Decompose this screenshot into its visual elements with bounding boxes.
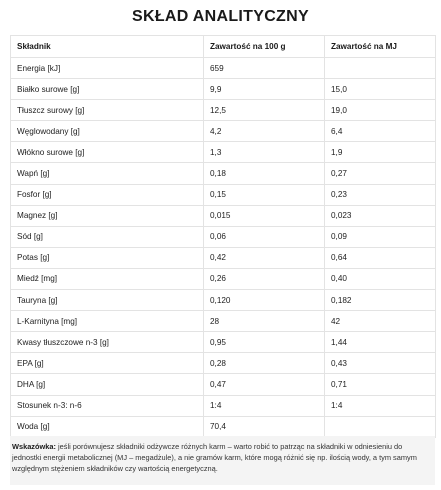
table-row: Stosunek n-3: n-6 1:4 1:4 bbox=[10, 394, 436, 417]
cell-per-100g: 0,47 bbox=[203, 373, 325, 396]
hint-label: Wskazówka: bbox=[12, 442, 56, 451]
table-row: DHA [g] 0,47 0,71 bbox=[10, 373, 436, 396]
cell-per-mj bbox=[324, 415, 436, 438]
table-row: EPA [g] 0,28 0,43 bbox=[10, 352, 436, 375]
cell-ingredient: Tauryna [g] bbox=[10, 289, 204, 312]
cell-ingredient: Woda [g] bbox=[10, 415, 204, 438]
cell-ingredient: Stosunek n-3: n-6 bbox=[10, 394, 204, 417]
cell-per-100g: 0,015 bbox=[203, 204, 325, 227]
cell-per-100g: 0,42 bbox=[203, 246, 325, 269]
table-row: Energia [kJ] 659 bbox=[10, 56, 436, 80]
cell-per-mj: 0,09 bbox=[324, 225, 436, 248]
cell-ingredient: L-Karnityna [mg] bbox=[10, 310, 204, 333]
table-header-row: Składnik Zawartość na 100 g Zawartość na… bbox=[10, 35, 436, 58]
table-row: Sód [g] 0,06 0,09 bbox=[10, 225, 436, 248]
table-row: L-Karnityna [mg] 28 42 bbox=[10, 310, 436, 333]
table-row: Białko surowe [g] 9,9 15,0 bbox=[10, 78, 436, 101]
table-row: Włókno surowe [g] 1,3 1,9 bbox=[10, 141, 436, 164]
cell-ingredient: Wapń [g] bbox=[10, 162, 204, 185]
cell-per-100g: 4,2 bbox=[203, 120, 325, 143]
table-row: Wapń [g] 0,18 0,27 bbox=[10, 162, 436, 185]
cell-per-100g: 1,3 bbox=[203, 141, 325, 164]
cell-ingredient: Fosfor [g] bbox=[10, 183, 204, 206]
table-row: Tłuszcz surowy [g] 12,5 19,0 bbox=[10, 99, 436, 122]
cell-per-mj: 0,27 bbox=[324, 162, 436, 185]
cell-per-100g: 659 bbox=[203, 56, 325, 80]
cell-per-mj: 0,64 bbox=[324, 246, 436, 269]
cell-per-mj: 0,182 bbox=[324, 289, 436, 312]
cell-per-mj: 0,023 bbox=[324, 204, 436, 227]
table-row: Węglowodany [g] 4,2 6,4 bbox=[10, 120, 436, 143]
cell-per-mj: 0,71 bbox=[324, 373, 436, 396]
cell-ingredient: Miedź [mg] bbox=[10, 267, 204, 291]
cell-per-mj: 0,40 bbox=[324, 267, 436, 291]
table-row: Woda [g] 70,4 bbox=[10, 415, 436, 438]
cell-per-100g: 0,18 bbox=[203, 162, 325, 185]
cell-ingredient: Węglowodany [g] bbox=[10, 120, 204, 143]
cell-ingredient: DHA [g] bbox=[10, 373, 204, 396]
cell-per-100g: 12,5 bbox=[203, 99, 325, 122]
cell-per-mj: 1,9 bbox=[324, 141, 436, 164]
cell-per-100g: 9,9 bbox=[203, 78, 325, 101]
column-header-ingredient: Składnik bbox=[10, 35, 204, 58]
table-row: Kwasy tłuszczowe n-3 [g] 0,95 1,44 bbox=[10, 331, 436, 354]
cell-per-mj: 0,23 bbox=[324, 183, 436, 206]
page-title: SKŁAD ANALITYCZNY bbox=[132, 8, 309, 25]
cell-per-mj: 1:4 bbox=[324, 394, 436, 417]
analytical-composition-table: Składnik Zawartość na 100 g Zawartość na… bbox=[10, 35, 436, 438]
column-header-per-100g: Zawartość na 100 g bbox=[203, 35, 325, 58]
cell-per-mj: 0,43 bbox=[324, 352, 436, 375]
hint-text: jeśli porównujesz składniki odżywcze róż… bbox=[12, 442, 417, 473]
cell-per-100g: 0,95 bbox=[203, 331, 325, 354]
cell-ingredient: Magnez [g] bbox=[10, 204, 204, 227]
cell-ingredient: Sód [g] bbox=[10, 225, 204, 248]
cell-per-mj: 6,4 bbox=[324, 120, 436, 143]
cell-per-100g: 28 bbox=[203, 310, 325, 333]
cell-ingredient: Włókno surowe [g] bbox=[10, 141, 204, 164]
cell-ingredient: Tłuszcz surowy [g] bbox=[10, 99, 204, 122]
table-row: Miedź [mg] 0,26 0,40 bbox=[10, 267, 436, 291]
cell-ingredient: EPA [g] bbox=[10, 352, 204, 375]
cell-per-100g: 0,120 bbox=[203, 289, 325, 312]
cell-per-mj bbox=[324, 56, 436, 80]
cell-per-100g: 0,26 bbox=[203, 267, 325, 291]
cell-per-mj: 42 bbox=[324, 310, 436, 333]
note-background bbox=[10, 436, 435, 485]
cell-per-mj: 1,44 bbox=[324, 331, 436, 354]
cell-per-mj: 19,0 bbox=[324, 99, 436, 122]
column-header-per-mj: Zawartość na MJ bbox=[324, 35, 436, 58]
cell-per-100g: 70,4 bbox=[203, 415, 325, 438]
cell-per-100g: 0,06 bbox=[203, 225, 325, 248]
cell-per-100g: 0,28 bbox=[203, 352, 325, 375]
table-row: Fosfor [g] 0,15 0,23 bbox=[10, 183, 436, 206]
table-row: Potas [g] 0,42 0,64 bbox=[10, 246, 436, 269]
table-row: Tauryna [g] 0,120 0,182 bbox=[10, 289, 436, 312]
hint-note: Wskazówka: jeśli porównujesz składniki o… bbox=[12, 441, 432, 474]
cell-ingredient: Potas [g] bbox=[10, 246, 204, 269]
cell-per-mj: 15,0 bbox=[324, 78, 436, 101]
table-row: Magnez [g] 0,015 0,023 bbox=[10, 204, 436, 227]
cell-per-100g: 0,15 bbox=[203, 183, 325, 206]
cell-ingredient: Kwasy tłuszczowe n-3 [g] bbox=[10, 331, 204, 354]
cell-ingredient: Energia [kJ] bbox=[10, 56, 204, 80]
cell-per-100g: 1:4 bbox=[203, 394, 325, 417]
cell-ingredient: Białko surowe [g] bbox=[10, 78, 204, 101]
